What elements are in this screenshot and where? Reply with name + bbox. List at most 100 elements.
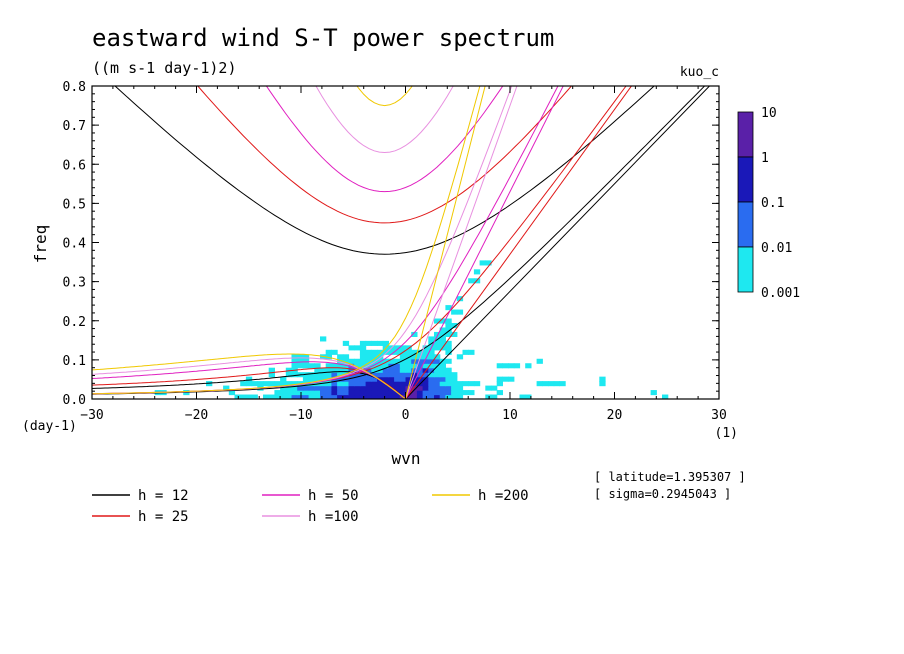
heat-cell (434, 318, 441, 324)
heat-cell (496, 363, 503, 369)
heat-cell (285, 381, 293, 387)
heat-cell (434, 358, 441, 364)
legend-item-h50: h = 50 (262, 488, 359, 504)
heat-cell (394, 385, 401, 391)
heat-cell (308, 390, 315, 396)
heat-cell (405, 381, 412, 387)
heat-cell (599, 376, 606, 382)
heat-cell (428, 358, 435, 364)
heat-cell (354, 345, 361, 351)
ig-curve-h200 (356, 86, 413, 107)
heat-cell (314, 363, 321, 369)
heat-cell (399, 358, 407, 364)
heat-cell (416, 349, 424, 355)
heat-cell (405, 358, 412, 364)
heat-cell (434, 354, 441, 360)
y-tick-label: 0.4 (63, 237, 87, 252)
heat-cell (519, 394, 526, 399)
colorbar-swatch (737, 111, 754, 158)
heat-cell (468, 390, 475, 396)
heat-cell (308, 385, 315, 391)
heat-cell (382, 363, 389, 369)
heat-cell (439, 390, 446, 396)
heat-cell (394, 349, 401, 355)
heat-cell (359, 363, 367, 369)
heat-cell (508, 376, 515, 382)
heat-cell (411, 367, 418, 373)
heat-cell (291, 381, 298, 387)
heat-cell (354, 363, 361, 369)
heat-cell (394, 376, 401, 382)
heat-cell (439, 336, 446, 342)
heat-cell (291, 354, 298, 360)
heat-cell (325, 363, 332, 369)
heat-cell (371, 372, 378, 378)
heat-cell (320, 385, 327, 391)
heat-cell (399, 354, 407, 360)
heat-cell (536, 358, 543, 364)
heat-cell (359, 390, 367, 396)
heat-cell (388, 372, 395, 378)
heat-cell (434, 331, 441, 337)
heat-cell (342, 381, 350, 387)
heat-cell (468, 278, 475, 284)
kelvin-curve-h12 (405, 86, 711, 399)
heat-cell (371, 381, 378, 387)
colorbar-label: 0.001 (761, 286, 800, 301)
heat-cell (451, 372, 458, 378)
heat-cell (291, 372, 298, 378)
heat-cell (434, 367, 441, 373)
heat-cell (394, 394, 401, 399)
mrg-curve-h12 (92, 86, 706, 395)
heat-cell (411, 381, 418, 387)
colorbar-swatch (737, 156, 754, 203)
heat-cell (377, 372, 384, 378)
heat-cell (285, 394, 293, 399)
heat-cell (377, 390, 384, 396)
heat-cell (308, 363, 315, 369)
heat-cell (297, 394, 304, 399)
heat-cell (428, 354, 435, 360)
heat-cell (439, 381, 446, 387)
chart-title: eastward wind S-T power spectrum (92, 24, 554, 52)
heat-cell (365, 358, 372, 364)
heat-cell (405, 394, 412, 399)
colorbar-swatch (737, 201, 754, 248)
heat-cell (280, 381, 287, 387)
heat-cell (297, 385, 304, 391)
heat-cell (365, 376, 372, 382)
heat-cell (263, 394, 270, 399)
heat-cell (342, 340, 350, 346)
heat-cell (434, 385, 441, 391)
heat-cell (240, 394, 247, 399)
heat-cell (297, 390, 304, 396)
heat-cell (411, 394, 418, 399)
heat-cell (382, 376, 389, 382)
heat-cell (525, 394, 532, 399)
heat-cell (245, 394, 253, 399)
heat-cell (354, 390, 361, 396)
heat-cell (371, 367, 378, 373)
heat-cell (291, 394, 298, 399)
heat-cell (382, 394, 389, 399)
heat-cell (331, 367, 338, 373)
heat-cell (337, 385, 344, 391)
heat-cell (291, 358, 298, 364)
heat-cell (251, 394, 258, 399)
heat-cell (451, 376, 458, 382)
heat-cell (337, 363, 344, 369)
heat-cell (445, 327, 452, 333)
heat-cell (365, 390, 372, 396)
mrg-curve-h200 (92, 86, 481, 395)
heat-cell (445, 331, 452, 337)
heat-cell (337, 381, 344, 387)
rossby-curve-h200 (92, 353, 406, 399)
heat-cell (337, 354, 344, 360)
legend-item-h100: h =100 (262, 509, 359, 525)
heat-cell (280, 376, 287, 382)
heat-cell (382, 340, 389, 346)
kelvin-curve-h25 (405, 86, 633, 399)
heat-cell (314, 372, 321, 378)
heat-cell (371, 358, 378, 364)
heat-cell (428, 385, 435, 391)
